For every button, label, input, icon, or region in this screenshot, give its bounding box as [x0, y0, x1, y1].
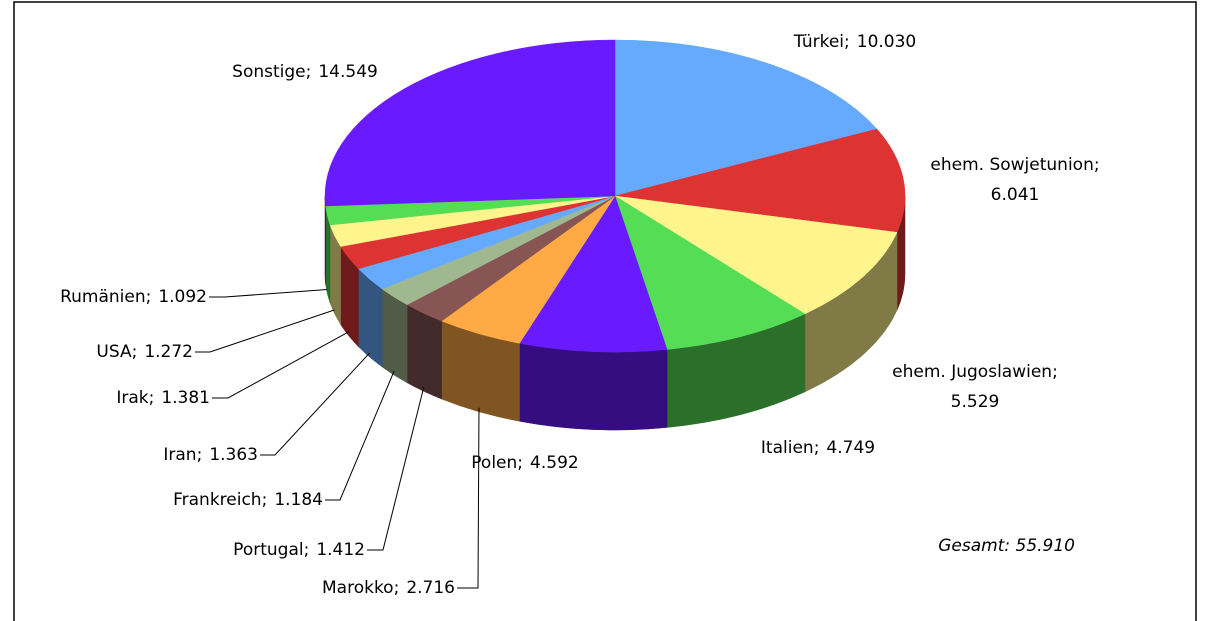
label-separator: ; — [197, 445, 203, 465]
label-value: 6.041 — [991, 185, 1040, 205]
label-value: 1.363 — [209, 445, 258, 465]
label-name: Sonstige — [232, 62, 305, 82]
label-name: ehem. Jugoslawien — [892, 362, 1052, 382]
label-separator: ; — [517, 453, 523, 473]
slice — [324, 39, 616, 207]
label-value: 1.272 — [144, 342, 193, 362]
data-label: ehem. Jugoslawien; 5.529 — [892, 362, 1058, 412]
label-separator: ; — [262, 490, 268, 510]
label-separator: ; — [394, 578, 400, 598]
label-separator: ; — [304, 540, 310, 560]
label-value: 10.030 — [857, 32, 916, 52]
data-label: Marokko; 2.716 — [322, 578, 455, 598]
label-value: 5.529 — [951, 392, 1000, 412]
label-name: USA — [96, 342, 132, 362]
label-name: Türkei — [793, 32, 844, 52]
label-value: 4.749 — [826, 438, 875, 458]
label-value: 1.381 — [161, 388, 210, 408]
label-name: Polen — [471, 453, 517, 473]
label-separator: ; — [844, 32, 850, 52]
slice — [614, 195, 806, 350]
label-value: 1.412 — [316, 540, 365, 560]
label-separator: ; — [149, 388, 155, 408]
label-separator: ; — [146, 287, 152, 307]
slice-side — [519, 342, 668, 431]
slice-side — [324, 195, 326, 285]
leader-line — [209, 289, 328, 298]
label-name: Rumänien — [60, 287, 146, 307]
data-label: Irak; 1.381 — [116, 388, 210, 408]
label-name: ehem. Sowjetunion — [930, 155, 1093, 175]
label-value: 14.549 — [318, 62, 377, 82]
label-name: Iran — [163, 445, 196, 465]
label-name: Portugal — [233, 540, 303, 560]
leader-line — [367, 387, 425, 551]
data-label: Frankreich; 1.184 — [173, 490, 323, 510]
label-name: Irak — [116, 388, 148, 408]
data-label: Polen; 4.592 — [471, 453, 578, 473]
label-value: 1.092 — [158, 287, 207, 307]
label-value: 1.184 — [274, 490, 323, 510]
label-name: Italien — [761, 438, 814, 458]
data-label: Italien; 4.749 — [761, 438, 875, 458]
data-label: Sonstige; 14.549 — [232, 62, 378, 82]
leader-line — [457, 407, 480, 589]
data-label: Rumänien; 1.092 — [60, 287, 207, 307]
label-name: Marokko — [322, 578, 394, 598]
slice — [614, 195, 898, 315]
label-value: 2.716 — [406, 578, 455, 598]
leader-line — [195, 309, 335, 353]
data-label: Iran; 1.363 — [163, 445, 258, 465]
leader-line — [212, 331, 349, 399]
label-separator: ; — [306, 62, 312, 82]
label-separator: ; — [814, 438, 820, 458]
label-name: Frankreich — [173, 490, 262, 510]
data-label: Portugal; 1.412 — [233, 540, 365, 560]
label-separator: ; — [1052, 362, 1058, 382]
slice — [614, 128, 906, 233]
leader-line — [325, 370, 395, 501]
annotation: Gesamt: 55.910 — [938, 536, 1075, 556]
data-label: ehem. Sowjetunion; 6.041 — [930, 155, 1099, 205]
data-label: USA; 1.272 — [96, 342, 193, 362]
slice-side — [381, 288, 408, 384]
label-separator: ; — [1094, 155, 1100, 175]
slice — [519, 195, 668, 353]
data-label: Türkei; 10.030 — [793, 32, 916, 52]
label-separator: ; — [132, 342, 138, 362]
slice — [614, 39, 878, 197]
label-value: 4.592 — [530, 453, 579, 473]
leader-line — [260, 352, 370, 456]
